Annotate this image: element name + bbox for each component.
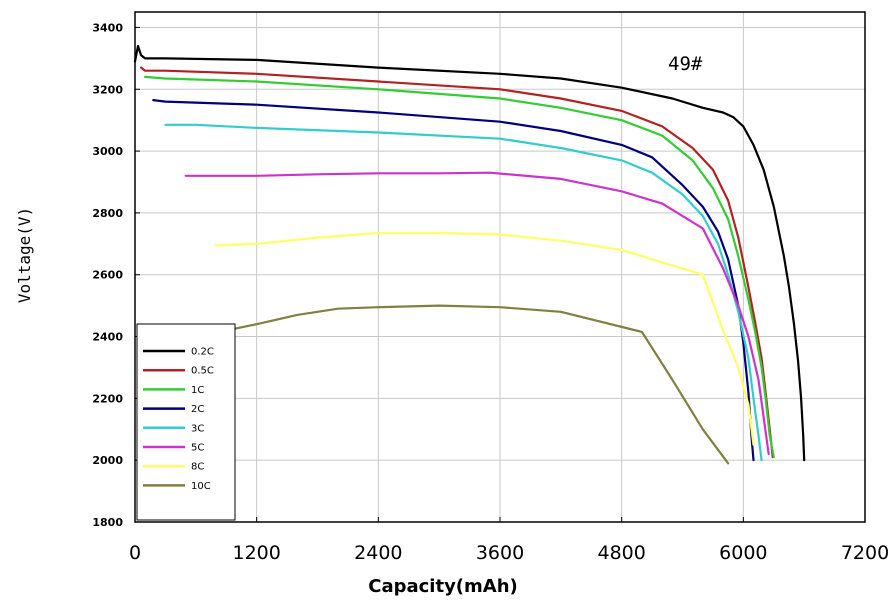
y-tick-label: 2000 [92, 454, 123, 467]
x-tick-label: 3600 [476, 542, 524, 564]
legend-box [136, 323, 236, 521]
legend-label: 5C [191, 443, 204, 454]
series-line-8C [215, 231, 755, 446]
chart-annotation: 49# [668, 53, 703, 75]
y-tick-label: 2600 [92, 269, 123, 282]
series-line-5C [184, 171, 770, 456]
x-tick-label: 2400 [354, 542, 402, 564]
series-line-2C [152, 98, 755, 462]
y-tick-label: 1800 [92, 516, 123, 529]
series-line-1C [144, 75, 775, 459]
legend-label: 3C [191, 423, 204, 434]
series-line-10C [225, 304, 730, 465]
x-tick-label: 1200 [232, 542, 280, 564]
legend-label: 1C [191, 385, 204, 396]
x-tick-label: 7200 [841, 542, 889, 564]
legend: 0.2C 0.5C 1C 2C 3C 5C 8C 10C [136, 323, 236, 521]
x-tick-labels: 0 1200 2400 3600 4800 6000 7200 [129, 517, 889, 564]
x-axis-label: Capacity(mAh) [368, 576, 518, 597]
series-line-0-5C [140, 66, 774, 459]
y-tick-labels: 1800 2000 2200 2400 2600 2800 3000 3200 3400 [92, 21, 140, 529]
y-tick-label: 3000 [92, 145, 123, 158]
y-tick-label: 2400 [92, 331, 123, 344]
legend-label: 0.5C [191, 366, 214, 377]
x-tick-label: 6000 [719, 542, 767, 564]
series-line-3C [164, 123, 763, 462]
series-line-0-2C [133, 44, 806, 462]
x-tick-label: 4800 [597, 542, 645, 564]
legend-label: 0.2C [191, 347, 214, 358]
y-tick-label: 2800 [92, 207, 123, 220]
y-axis-label: Voltage(V) [15, 207, 34, 303]
y-tick-label: 2200 [92, 392, 123, 405]
legend-label: 2C [191, 404, 204, 415]
x-tick-label: 0 [129, 542, 141, 564]
y-tick-label: 3200 [92, 83, 123, 96]
legend-label: 8C [191, 462, 204, 473]
y-tick-label: 3400 [92, 21, 123, 34]
legend-label: 10C [191, 481, 211, 492]
series-lines [133, 44, 806, 465]
